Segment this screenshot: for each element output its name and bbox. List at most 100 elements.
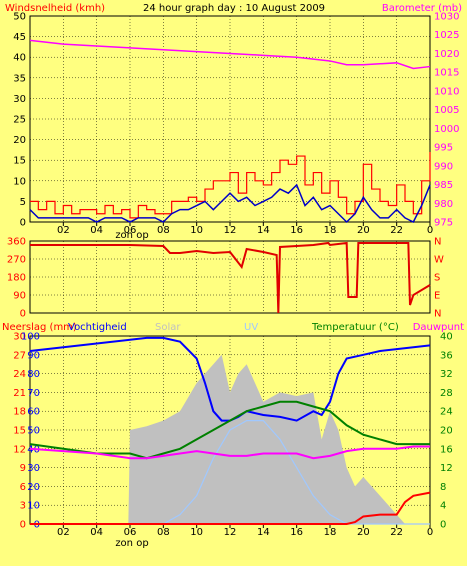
- y-tick-label: 36: [440, 350, 453, 361]
- x-tick-label: 02: [57, 527, 70, 538]
- y-tick-label: 25: [13, 115, 26, 126]
- wind-average-line: [29, 183, 431, 224]
- x-tick-label: 20: [357, 225, 370, 236]
- panel-direction-grid: [30, 241, 430, 313]
- y-tick-label: 270: [7, 255, 26, 266]
- temperature-axis-label: Temperatuur (°C): [311, 322, 399, 333]
- y-tick-label: 100: [21, 332, 40, 343]
- rain-ticks: 0 3 6 9 12 15 18 21 24 27 30: [13, 332, 26, 531]
- y-tick-label: 50: [13, 12, 26, 23]
- y-tick-label: 27: [13, 350, 26, 361]
- y-tick-label: 180: [7, 273, 26, 284]
- y-tick-label: 15: [13, 426, 26, 437]
- humidity-axis-label: Vochtigheid: [68, 322, 127, 333]
- y-tick-label: 5: [20, 197, 26, 208]
- x-tick-label: 22: [390, 527, 403, 538]
- x-tick-label: 12: [224, 527, 237, 538]
- y-tick-label: 0: [20, 218, 26, 229]
- y-tick-label: 24: [13, 369, 26, 380]
- y-tick-label: 90: [13, 291, 26, 302]
- y-tick-label: 50: [27, 426, 40, 437]
- y-tick-label: N: [434, 237, 441, 248]
- panel-temp-xticks: 02 04 06 08 10 12 14 16 18 20 22 0: [57, 524, 433, 538]
- y-tick-label: 0: [20, 520, 26, 531]
- x-tick-label: 16: [290, 527, 303, 538]
- y-tick-label: 1010: [434, 86, 459, 97]
- dewpoint-axis-label: Dauwpunt: [413, 322, 464, 333]
- temperature-ticks: 0 4 8 12 16 20 24 28 32 36 40: [440, 332, 453, 531]
- x-tick-label: 22: [390, 225, 403, 236]
- sunrise-label-bottom: zon op: [115, 538, 148, 549]
- y-tick-label: 24: [440, 407, 453, 418]
- x-tick-label: 06: [124, 527, 137, 538]
- wind-ticks: 0 5 10 15 20 25 30 35 40 45 50: [13, 12, 26, 229]
- y-tick-label: 80: [27, 369, 40, 380]
- y-tick-label: 32: [440, 369, 453, 380]
- y-tick-label: 40: [440, 332, 453, 343]
- y-tick-label: 8: [440, 482, 446, 493]
- barometer-ticks: 975 980 985 990 995 1000 1005 1010 1015 1020 1025 1…: [434, 12, 459, 229]
- x-tick-label: 10: [190, 527, 203, 538]
- y-tick-label: W: [434, 255, 444, 266]
- x-tick-label: 02: [57, 225, 70, 236]
- panel-temp-series: [29, 336, 431, 525]
- y-tick-label: 1025: [434, 30, 459, 41]
- wind-direction-line: [30, 241, 431, 314]
- x-tick-label: 18: [324, 527, 337, 538]
- y-tick-label: 3: [20, 501, 26, 512]
- wind-axis-label: Windsnelheid (kmh): [5, 3, 105, 14]
- y-tick-label: 1015: [434, 68, 459, 79]
- x-tick-label: 0: [427, 225, 433, 236]
- x-tick-label: 12: [224, 225, 237, 236]
- y-tick-label: 9: [20, 463, 26, 474]
- x-tick-label: 06: [124, 225, 137, 236]
- y-tick-label: 4: [440, 501, 446, 512]
- y-tick-label: 20: [440, 426, 453, 437]
- x-tick-label: 14: [257, 225, 270, 236]
- y-tick-label: 10: [13, 176, 26, 187]
- x-tick-label: 14: [257, 527, 270, 538]
- sunrise-label-top: zon op: [115, 230, 148, 241]
- direction-ticks: 0 90 180 270 360: [7, 237, 26, 320]
- y-tick-label: 40: [13, 53, 26, 64]
- y-tick-label: 1005: [434, 105, 459, 116]
- y-tick-label: 12: [440, 463, 453, 474]
- y-tick-label: 980: [434, 199, 453, 210]
- y-tick-label: 995: [434, 143, 453, 154]
- y-tick-label: 16: [440, 444, 453, 455]
- x-tick-label: 08: [157, 527, 170, 538]
- panel-wind-series: [29, 39, 431, 224]
- x-tick-label: 10: [190, 225, 203, 236]
- solar-area: [30, 354, 430, 524]
- temperature-line: [29, 400, 430, 460]
- y-tick-label: N: [434, 309, 441, 320]
- panel-wind-xticks: 02 04 06 08 10 12 14 16 18 20 22 0: [57, 222, 433, 236]
- barometer-line: [29, 39, 431, 70]
- y-tick-label: 30: [27, 463, 40, 474]
- rain-axis-label: Neerslag (mm): [2, 322, 77, 333]
- y-tick-label: 360: [7, 237, 26, 248]
- y-tick-label: 20: [13, 135, 26, 146]
- panel-direction-series: [30, 241, 431, 314]
- x-tick-label: 04: [90, 527, 103, 538]
- y-tick-label: 70: [27, 388, 40, 399]
- y-tick-label: 1020: [434, 49, 459, 60]
- y-tick-label: 975: [434, 218, 453, 229]
- y-tick-label: 30: [13, 332, 26, 343]
- y-tick-label: 35: [13, 73, 26, 84]
- x-tick-label: 04: [90, 225, 103, 236]
- y-tick-label: 30: [13, 94, 26, 105]
- x-tick-label: 0: [427, 527, 433, 538]
- y-tick-label: 0: [440, 520, 446, 531]
- y-tick-label: 21: [13, 388, 26, 399]
- chart-title: 24 hour graph day : 10 August 2009: [143, 3, 325, 14]
- y-tick-label: 12: [13, 444, 26, 455]
- y-tick-label: 60: [27, 407, 40, 418]
- y-tick-label: 28: [440, 388, 453, 399]
- rain-line: [30, 491, 431, 525]
- y-tick-label: 10: [27, 501, 40, 512]
- y-tick-label: 0: [20, 309, 26, 320]
- y-tick-label: 985: [434, 180, 453, 191]
